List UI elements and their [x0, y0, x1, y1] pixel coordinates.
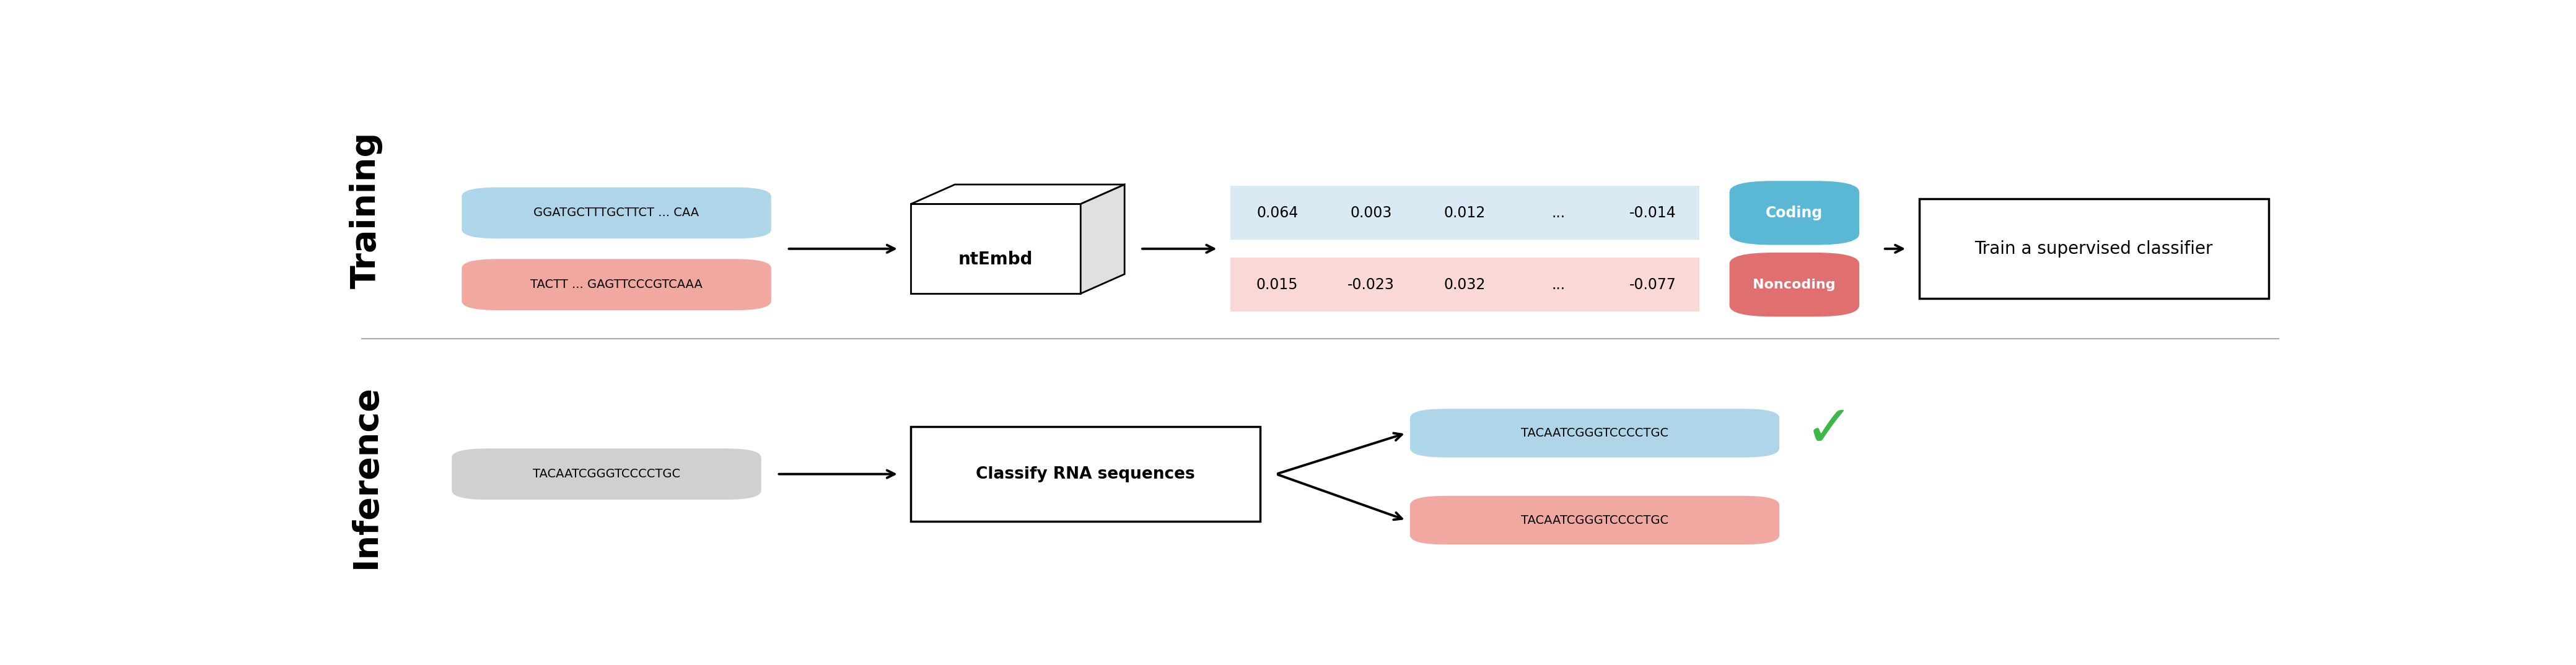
FancyBboxPatch shape — [461, 188, 770, 239]
Bar — [912, 204, 1082, 293]
Text: 0.012: 0.012 — [1445, 205, 1486, 220]
Text: ...: ... — [1551, 277, 1566, 292]
Text: ✓: ✓ — [1806, 402, 1855, 459]
Text: Inference: Inference — [350, 385, 384, 569]
Polygon shape — [1082, 184, 1126, 293]
Text: -0.014: -0.014 — [1628, 205, 1677, 220]
Text: 0.032: 0.032 — [1445, 277, 1486, 292]
Text: ntEmbd: ntEmbd — [958, 251, 1033, 268]
Bar — [1231, 186, 1700, 240]
Text: Classify RNA sequences: Classify RNA sequences — [976, 466, 1195, 482]
Bar — [912, 427, 1260, 521]
Text: Coding: Coding — [1765, 205, 1824, 220]
Text: TACAATCGGGTCCCCTGC: TACAATCGGGTCCCCTGC — [533, 468, 680, 480]
Text: TACAATCGGGTCCCCTGC: TACAATCGGGTCCCCTGC — [1520, 427, 1669, 439]
FancyBboxPatch shape — [1728, 253, 1860, 317]
Text: ...: ... — [1551, 205, 1566, 220]
Bar — [1919, 199, 2269, 299]
FancyBboxPatch shape — [1409, 496, 1780, 545]
Text: Train a supervised classifier: Train a supervised classifier — [1976, 240, 2213, 257]
Text: -0.023: -0.023 — [1347, 277, 1394, 292]
FancyBboxPatch shape — [461, 259, 770, 310]
Polygon shape — [912, 184, 1126, 204]
Text: 0.064: 0.064 — [1257, 205, 1298, 220]
Text: Training: Training — [350, 132, 384, 289]
Text: TACAATCGGGTCCCCTGC: TACAATCGGGTCCCCTGC — [1520, 514, 1669, 526]
Bar — [1231, 258, 1700, 311]
Text: GGATGCTTTGCTTCT ... CAA: GGATGCTTTGCTTCT ... CAA — [533, 207, 698, 219]
Text: 0.015: 0.015 — [1257, 277, 1298, 292]
FancyBboxPatch shape — [1728, 181, 1860, 245]
FancyBboxPatch shape — [1409, 409, 1780, 458]
Text: TACTT ... GAGTTCCCGTCAAA: TACTT ... GAGTTCCCGTCAAA — [531, 279, 703, 291]
FancyBboxPatch shape — [451, 448, 762, 499]
Text: -0.077: -0.077 — [1628, 277, 1677, 292]
Text: Noncoding: Noncoding — [1752, 279, 1837, 291]
Text: 0.003: 0.003 — [1350, 205, 1391, 220]
